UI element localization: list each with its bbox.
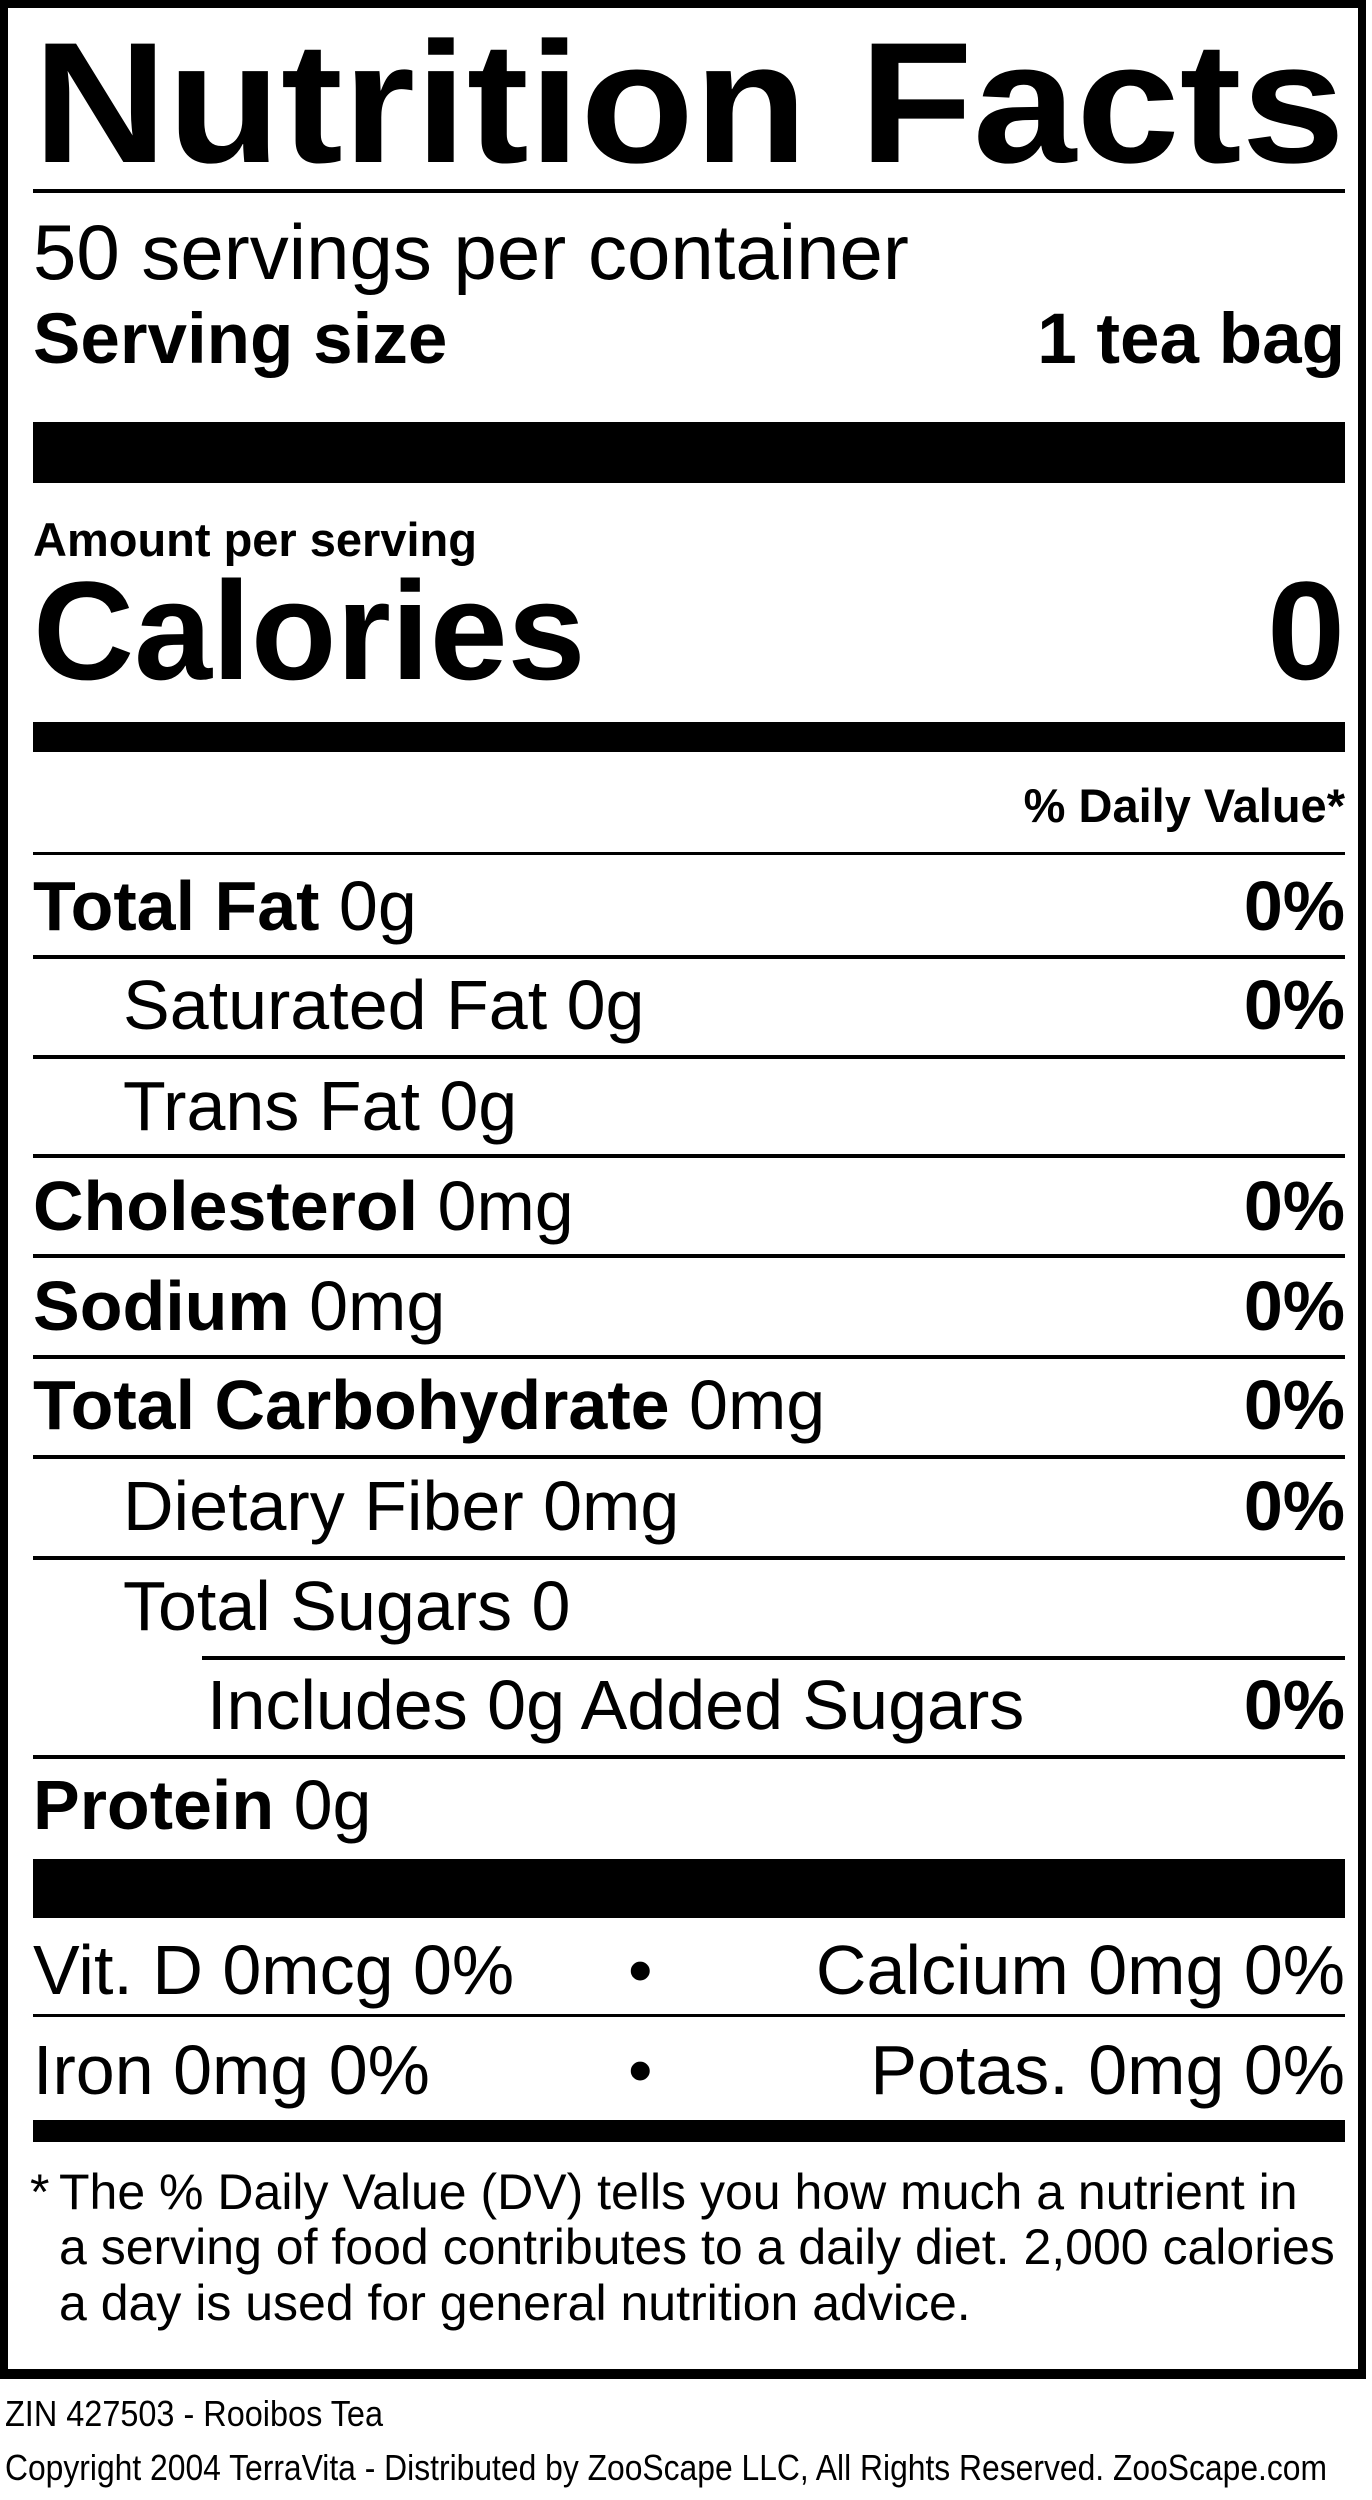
nutrient-row: Saturated Fat 0g [123,970,644,1040]
divider-thin [33,189,1345,193]
product-id: ZIN 427503 - Rooibos Tea [5,2396,425,2432]
nutrient-row: Includes 0g Added Sugars [207,1670,1024,1740]
nutrient-amount: 0g [338,867,417,945]
nutrient-divider [33,1055,1345,1059]
nutrient-daily-value: 0% [1243,966,1345,1044]
nutrient-name: Total Fat [33,867,320,945]
nutrient-daily-value: 0% [1243,1167,1345,1245]
micro-right: Calcium 0mg 0% [815,1931,1345,2009]
nutrient-name: Saturated Fat 0g [123,966,645,1044]
micro-right: Potas. 0mg 0% [870,2031,1345,2109]
product-id-text: ZIN 427503 - Rooibos Tea [5,2393,383,2434]
nutrient-divider [33,1455,1345,1459]
nutrient-amount: 0g [293,1766,372,1844]
divider-thin [33,852,1345,855]
nutrient-row: Protein 0g [33,1770,371,1840]
nutrition-label-border [0,0,1366,2379]
serving-size-label: Serving size [33,300,448,379]
calories-value: 0 [1267,552,1345,709]
nutrient-divider [33,1154,1345,1158]
nutrient-row: Total Carbohydrate 0mg [33,1370,825,1440]
nutrient-name: Total Carbohydrate [33,1366,670,1444]
divider-thick [33,1859,1345,1918]
nutrient-amount: 0mg [309,1267,446,1345]
nutrient-row: Trans Fat 0g [123,1071,517,1141]
nutrient-row: Cholesterol 0mg [33,1171,574,1241]
label-title-text: Nutrition Facts [33,7,1345,199]
divider-thick [33,422,1345,483]
nutrient-divider [33,1355,1345,1359]
label-title: Nutrition Facts [33,17,1345,189]
copyright-text: Copyright 2004 TerraVita - Distributed b… [5,2447,1327,2488]
nutrient-daily-value: 0% [1243,1267,1345,1345]
nutrient-amount: 0mg [437,1167,574,1245]
nutrient-daily-value: 0% [1243,1467,1345,1545]
nutrient-row: Sodium 0mg [33,1271,445,1341]
micro-separator: • [628,2031,653,2109]
nutrient-divider [33,1755,1345,1759]
divider-medium [33,722,1345,752]
footnote-line: The % Daily Value (DV) tells you how muc… [59,2164,1298,2220]
nutrient-name: Includes 0g Added Sugars [207,1666,1025,1744]
nutrient-daily-value: 0% [1243,1366,1345,1444]
nutrient-name: Total Sugars 0 [123,1567,571,1645]
nutrient-divider [202,1656,1345,1660]
daily-value-header: % Daily Value* [1023,779,1345,832]
servings-per-container: 50 servings per container [33,208,909,296]
nutrient-divider [33,955,1345,959]
nutrient-row: Total Fat 0g [33,871,417,941]
nutrient-name: Dietary Fiber 0mg [123,1467,680,1545]
micro-left: Iron 0mg 0% [33,2031,430,2109]
footnote-line: a serving of food contributes to a daily… [59,2219,1335,2275]
nutrient-name: Sodium [33,1267,290,1345]
copyright: Copyright 2004 TerraVita - Distributed b… [5,2450,1372,2486]
nutrient-name: Protein [33,1766,275,1844]
nutrient-divider [33,1556,1345,1560]
amount-per-serving: Amount per serving [33,513,477,566]
nutrient-divider [33,1254,1345,1258]
nutrient-daily-value: 0% [1243,1666,1345,1744]
divider-medium [33,2120,1345,2142]
nutrient-daily-value: 0% [1243,867,1345,945]
divider-thin [33,2014,1345,2017]
micro-separator: • [628,1931,653,2009]
nutrient-name: Cholesterol [33,1167,419,1245]
serving-size-value: 1 tea bag [1037,300,1345,379]
micro-left: Vit. D 0mcg 0% [33,1931,515,2009]
nutrient-amount: 0mg [689,1366,826,1444]
calories-label: Calories [33,552,586,709]
footnote-line: a day is used for general nutrition advi… [59,2275,971,2331]
nutrient-row: Total Sugars 0 [123,1571,570,1641]
nutrient-row: Dietary Fiber 0mg [123,1471,679,1541]
nutrient-name: Trans Fat 0g [123,1067,518,1145]
footnote-asterisk: * [30,2164,50,2220]
